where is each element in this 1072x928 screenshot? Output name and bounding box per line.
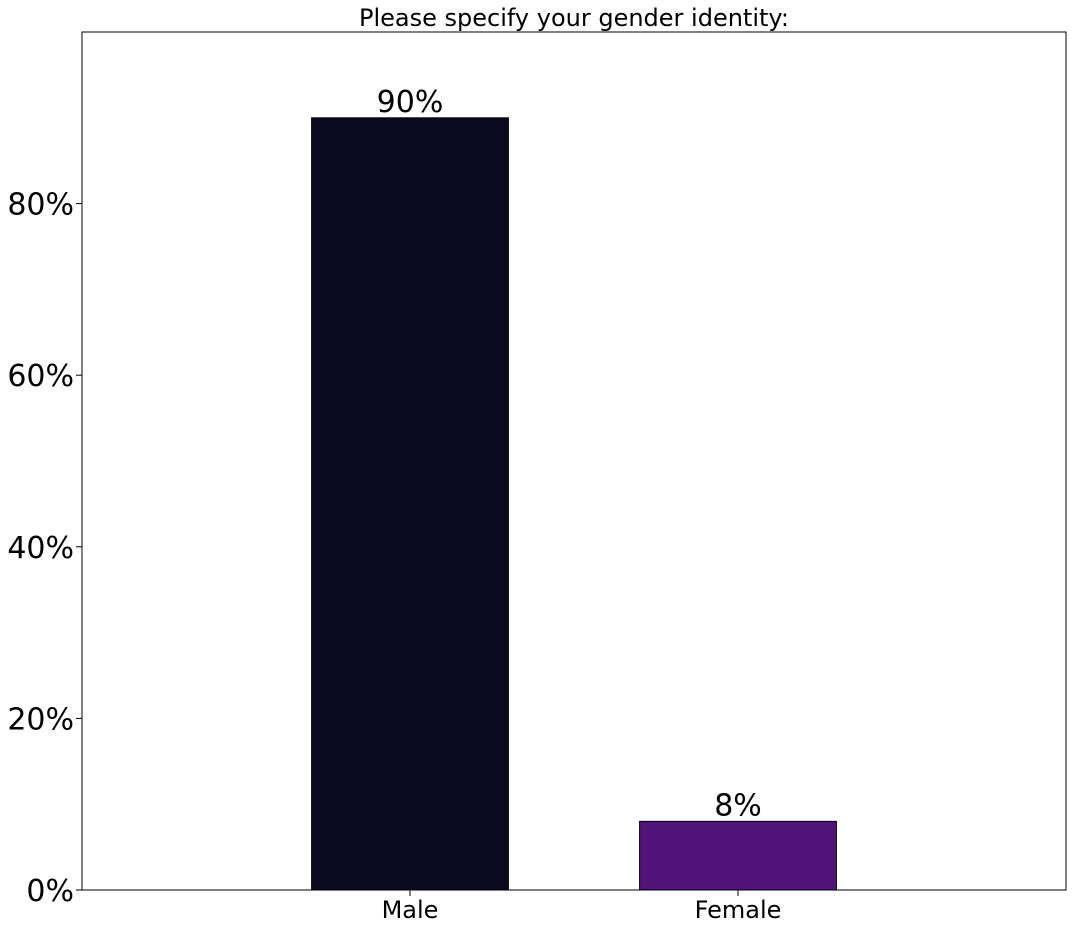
plot-frame (81, 31, 1067, 891)
y-tick-label: 80% (7, 188, 74, 223)
y-tick-label: 40% (7, 531, 74, 566)
x-tick-label-male: Male (382, 896, 439, 924)
bar-male (311, 117, 509, 891)
x-axis: Male Female (382, 890, 782, 924)
chart-title: Please specify your gender identity: (359, 4, 789, 32)
bar-value-label-male: 90% (377, 85, 444, 120)
bar-female (639, 820, 837, 891)
bars-layer (311, 117, 837, 891)
bar-labels-layer: 90% 8% (377, 85, 762, 824)
y-tick-label: 0% (26, 874, 74, 909)
x-tick-label-female: Female (695, 896, 782, 924)
y-tick-label: 20% (7, 702, 74, 737)
bar-value-label-female: 8% (714, 788, 762, 823)
y-axis: 0% 20% 40% 60% 80% (7, 188, 82, 909)
y-tick-label: 60% (7, 359, 74, 394)
